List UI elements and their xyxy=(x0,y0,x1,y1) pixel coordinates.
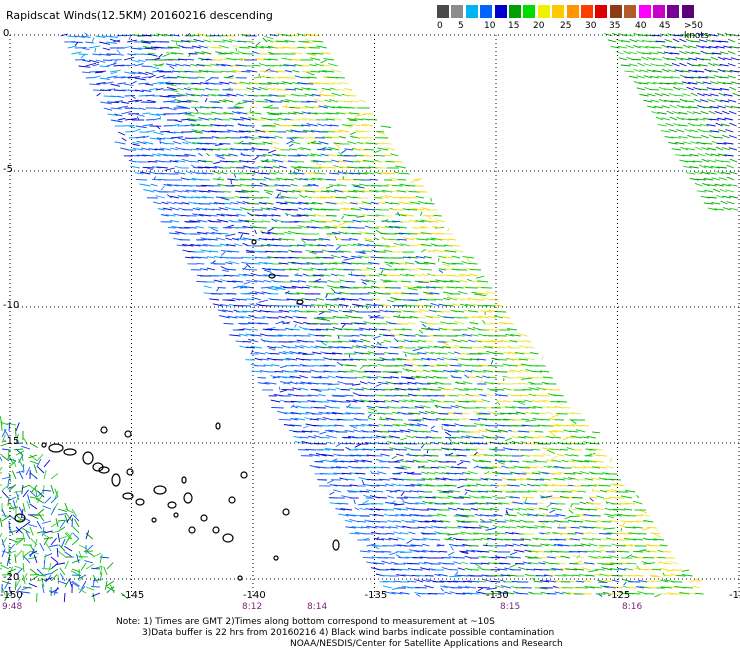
latitude-tick-label: -15 xyxy=(3,436,19,447)
island-outline xyxy=(98,466,110,474)
island-outline xyxy=(126,468,134,476)
island-outline xyxy=(296,299,304,305)
note-line-2: 3)Data buffer is 22 hrs from 20160216 4)… xyxy=(142,628,555,638)
longitude-tick-label: -125 xyxy=(608,590,631,601)
longitude-tick-label: -120 xyxy=(729,590,740,601)
colorbar-label: 45 xyxy=(659,21,671,31)
colorbar-swatch xyxy=(494,5,507,18)
colorbar-label: 15 xyxy=(508,21,520,31)
island-outlines xyxy=(14,239,340,581)
island-outline xyxy=(122,492,134,500)
note-line-3: NOAA/NESDIS/Center for Satellite Applica… xyxy=(290,639,563,649)
colorbar-swatch xyxy=(681,5,694,18)
island-outline xyxy=(48,443,64,453)
island-outline xyxy=(237,575,243,581)
island-outline xyxy=(228,496,236,504)
latitude-tick-label: -5 xyxy=(3,164,13,175)
island-outline xyxy=(41,442,47,448)
island-outline xyxy=(251,239,257,245)
island-outline xyxy=(240,471,248,479)
pass-time-label: 8:14 xyxy=(307,602,327,612)
time-labels: 9:48 8:12 8:14 8:15 8:16 xyxy=(2,602,642,612)
island-outline xyxy=(268,273,276,279)
wind-barb-swaths xyxy=(0,32,740,603)
island-outline xyxy=(282,508,290,516)
latitude-tick-label: -10 xyxy=(3,300,19,311)
colorbar-swatch xyxy=(509,5,521,18)
island-outline xyxy=(173,512,179,518)
island-outline xyxy=(188,526,196,534)
island-outline xyxy=(82,451,94,465)
island-outline xyxy=(14,513,26,523)
colorbar-label: 40 xyxy=(635,21,647,31)
colorbar-label: 35 xyxy=(609,21,621,31)
pass-time-label: 8:12 xyxy=(242,602,262,612)
colorbar-swatch xyxy=(480,5,493,18)
island-outline xyxy=(273,555,279,561)
colorbar-swatch xyxy=(451,5,464,18)
island-outline xyxy=(212,526,220,534)
island-outline xyxy=(181,476,187,484)
colorbar-swatch xyxy=(638,5,651,18)
colorbar-swatch xyxy=(595,5,608,18)
pass-time-label: 8:15 xyxy=(500,602,520,612)
island-outline xyxy=(135,498,145,506)
longitude-tick-label: -145 xyxy=(122,590,145,601)
island-outline xyxy=(332,539,340,551)
longitude-tick-label: -135 xyxy=(365,590,388,601)
colorbar-label: 10 xyxy=(484,21,496,31)
colorbar-swatch xyxy=(566,5,579,18)
note-line-1: Note: 1) Times are GMT 2)Times along bot… xyxy=(116,617,495,627)
longitude-tick-label: -140 xyxy=(243,590,266,601)
colorbar-label: 5 xyxy=(458,21,464,31)
island-outline xyxy=(222,533,234,543)
latitude-tick-label: -20 xyxy=(3,572,19,583)
latitude-tick-label: 0 xyxy=(3,28,9,39)
pass-time-label: 8:16 xyxy=(622,602,642,612)
colorbar-swatch xyxy=(624,5,637,18)
island-outline xyxy=(200,514,208,522)
island-outline xyxy=(111,473,121,487)
colorbar-label: 0 xyxy=(437,21,443,31)
colorbar-swatch xyxy=(609,5,622,18)
colorbar-swatch xyxy=(653,5,665,18)
colorbar-swatch xyxy=(667,5,680,18)
island-outline xyxy=(215,422,221,430)
longitude-tick-label: -150 xyxy=(0,590,23,601)
map-title: Rapidscat Winds(12.5KM) 20160216 descend… xyxy=(6,9,273,22)
island-outline xyxy=(153,485,167,495)
colorbar-swatch xyxy=(523,5,536,18)
colorbar-swatch xyxy=(465,5,478,18)
axis-tick-labels: -150 -145 -140 -135 -130 -125 -120 0 -5 -10 -15 -20 xyxy=(0,28,740,601)
island-outline xyxy=(151,517,157,523)
colorbar-swatch xyxy=(437,5,449,18)
island-outline xyxy=(183,492,193,504)
graticule xyxy=(9,34,740,598)
island-outline xyxy=(63,448,77,456)
island-outline xyxy=(100,426,108,434)
pass-time-label: 9:48 xyxy=(2,602,22,612)
colorbar-label: 20 xyxy=(533,21,545,31)
longitude-tick-label: -130 xyxy=(486,590,509,601)
colorbar-label: 25 xyxy=(560,21,572,31)
colorbar-swatch xyxy=(552,5,565,18)
island-outline xyxy=(124,430,132,438)
colorbar-swatch xyxy=(537,5,550,18)
island-outline xyxy=(167,501,177,509)
colorbar-label: 30 xyxy=(585,21,597,31)
colorbar-swatch xyxy=(581,5,593,18)
